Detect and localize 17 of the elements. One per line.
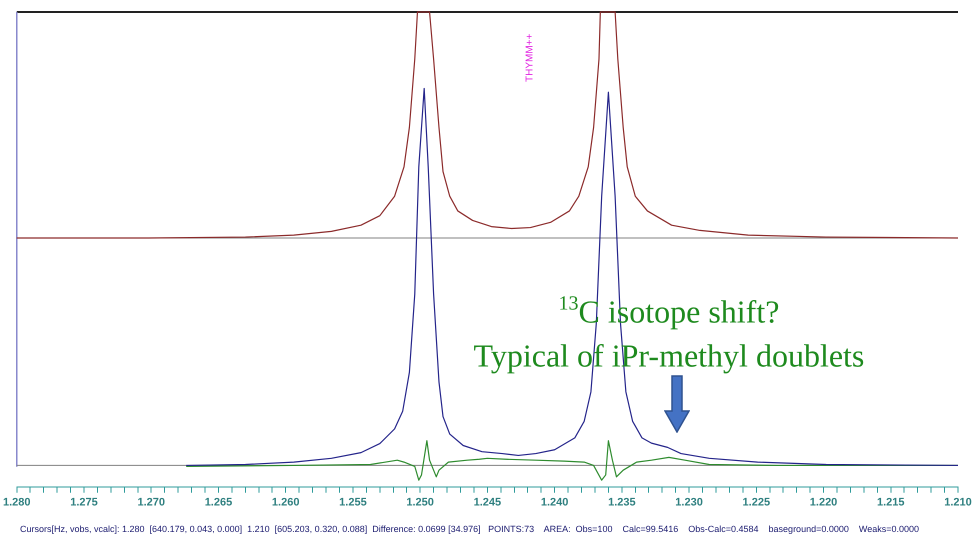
x-tick-label: 1.240	[540, 496, 568, 508]
x-tick-label: 1.215	[877, 496, 905, 508]
text: Cursors[Hz, vobs, vcalc]: 1.280 [640.179, 0.043, 0.000] 1.210 [605.203, 0.320, 0.088] Difference: 0.0699 [34.976] POINTS:73 AREA: Obs=100 Calc=99.5416 Obs-Calc=0.4584 baseground=0.0000 Weaks=0.0000	[20, 524, 919, 534]
x-tick-label: 1.245	[474, 496, 502, 508]
x-tick-label: 1.210	[944, 496, 972, 508]
x-tick-label: 1.235	[608, 496, 636, 508]
x-tick-label: 1.260	[272, 496, 300, 508]
x-tick-label: 1.230	[675, 496, 703, 508]
x-tick-label: 1.265	[204, 496, 232, 508]
x-tick-label: 1.275	[70, 496, 98, 508]
x-tick-label: 1.220	[810, 496, 838, 508]
x-tick-label: 1.270	[137, 496, 165, 508]
x-tick-label: 1.250	[406, 496, 434, 508]
x-tick-label: 1.255	[339, 496, 367, 508]
annotation: THYMM++	[524, 34, 536, 82]
x-tick-label: 1.280	[3, 496, 31, 508]
x-tick-label: 1.225	[742, 496, 770, 508]
